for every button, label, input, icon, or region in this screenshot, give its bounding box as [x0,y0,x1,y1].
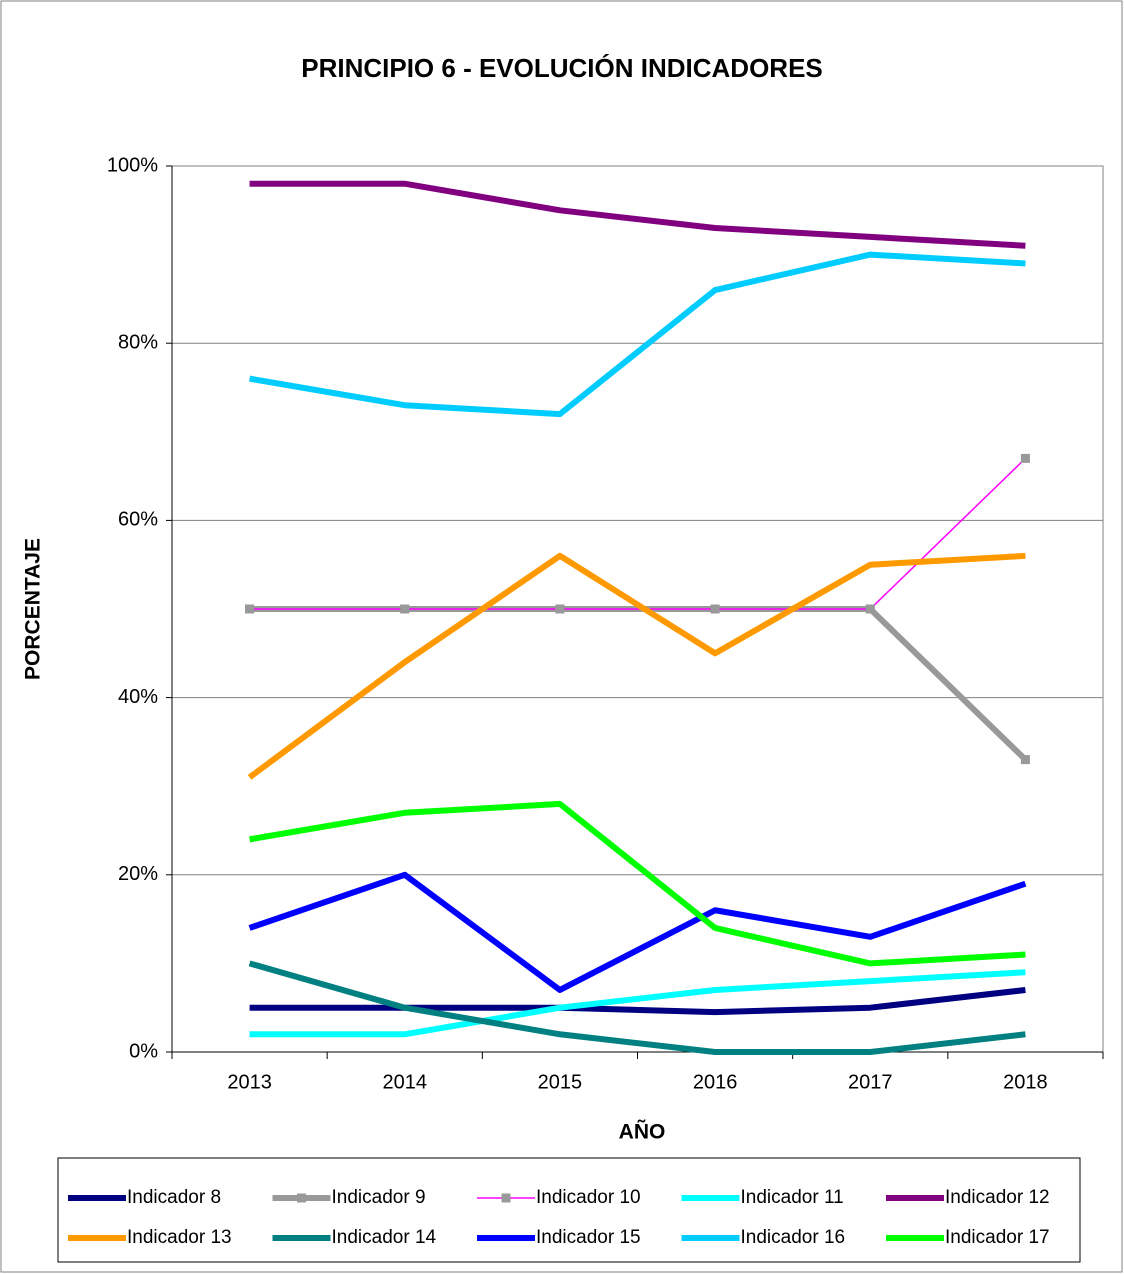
point-marker [1020,453,1030,463]
legend-label: Indicador 16 [741,1227,846,1248]
legend-label: Indicador 17 [945,1227,1050,1248]
series-line [248,960,1026,1055]
chart-title: PRINCIPIO 6 - EVOLUCIÓN INDICADORES [301,53,823,83]
legend-box [57,1157,1081,1263]
series-line [249,251,1026,418]
y-tick-label: 100% [107,154,158,176]
series-line [249,800,1026,967]
y-tick-label: 40% [118,686,158,708]
series-line [249,969,1026,1038]
y-tick-label: 80% [118,331,158,353]
x-tick-label: 2016 [693,1071,738,1093]
point-marker [400,604,410,614]
x-tick-label: 2018 [1003,1071,1048,1093]
legend-label: Indicador 10 [536,1187,641,1208]
y-axis-title: PORCENTAJE [22,538,45,680]
series-line [249,457,1026,610]
x-tick-label: 2013 [227,1071,272,1093]
legend-label: Indicador 12 [945,1187,1050,1208]
y-tick-label: 60% [118,509,158,531]
legend-marker [297,1193,306,1203]
point-marker [710,604,720,614]
legend-marker [501,1193,511,1203]
x-tick-label: 2017 [848,1071,893,1093]
legend-label: Indicador 15 [536,1227,641,1248]
point-marker [1020,755,1030,765]
legend-label: Indicador 14 [332,1227,437,1248]
legend-label: Indicador 13 [127,1227,232,1248]
legend-label: Indicador 11 [741,1187,844,1208]
series-line [247,552,1026,780]
legend-label: Indicador 8 [127,1187,221,1208]
point-marker [555,604,565,614]
x-axis-title: AÑO [619,1121,666,1144]
series-line [249,180,1026,249]
x-tick-label: 2015 [538,1071,583,1093]
legend-label: Indicador 9 [332,1187,426,1208]
point-marker [865,604,875,614]
point-marker [245,604,255,614]
series-line [248,871,1027,993]
y-tick-label: 20% [118,863,158,885]
series-line [249,986,1026,1016]
y-tick-label: 0% [129,1040,158,1062]
x-tick-label: 2014 [383,1071,428,1093]
